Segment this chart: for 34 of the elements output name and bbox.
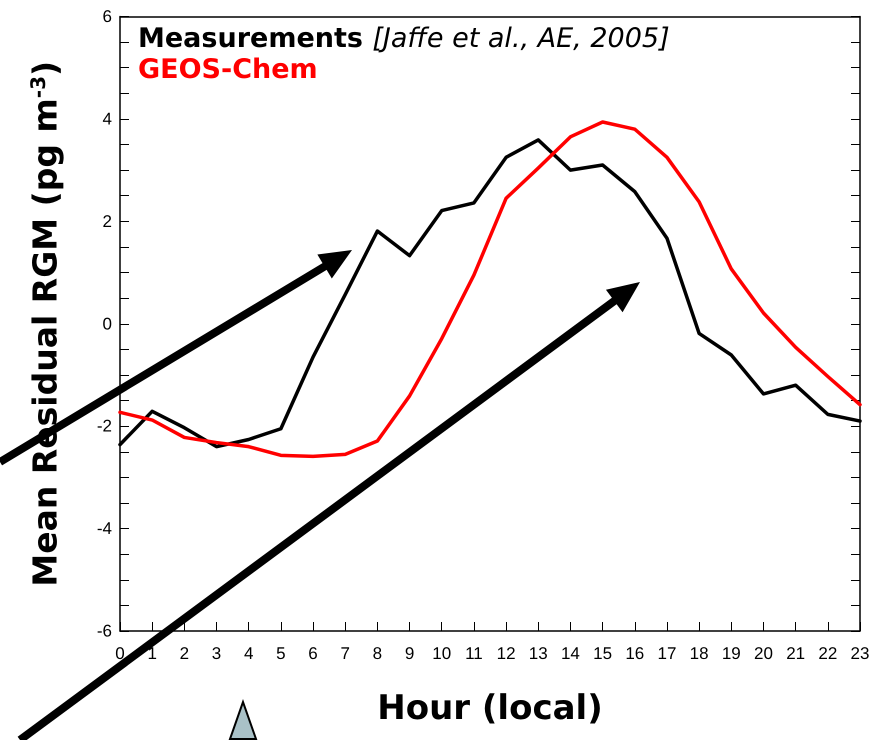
y-tick-label: 0: [102, 314, 112, 334]
x-tick-label: 3: [212, 644, 222, 663]
x-tick-label: 18: [690, 644, 709, 663]
x-tick-label: 23: [850, 644, 870, 663]
y-tick-label: -4: [96, 519, 112, 538]
x-tick-label: 21: [786, 644, 806, 663]
x-tick-label: 5: [276, 644, 286, 663]
x-tick-label: 1: [147, 644, 157, 663]
text: Measurements [Jaffe et al., AE, 2005]: [138, 23, 670, 54]
x-axis-title: Hour (local): [377, 688, 603, 728]
y-tick-label: 4: [102, 109, 112, 128]
x-tick-label: 9: [404, 644, 414, 663]
x-tick-label: 15: [593, 644, 612, 663]
y-tick-label: -6: [96, 622, 112, 640]
y-tick-label: 6: [102, 7, 112, 26]
text: GEOS-Chem: [138, 54, 318, 85]
x-tick-label: 8: [372, 644, 382, 663]
x-tick-label: 17: [657, 644, 676, 663]
x-tick-label: 14: [560, 644, 580, 663]
y-tick-label: -2: [96, 416, 112, 436]
x-tick-label: 6: [308, 644, 318, 663]
x-tick-label: 13: [528, 644, 548, 663]
x-tick-label: 12: [496, 644, 516, 663]
x-tick-label: 11: [465, 644, 483, 663]
x-tick-label: 10: [432, 644, 452, 663]
x-tick-label: 2: [180, 644, 190, 663]
x-tick-label: 16: [625, 644, 644, 663]
y-tick-label: 2: [102, 212, 112, 231]
x-tick-label: 20: [754, 644, 773, 663]
x-tick-label: 19: [722, 644, 741, 663]
x-tick-label: 22: [818, 644, 838, 663]
x-tick-label: 7: [340, 644, 350, 663]
x-tick-label: 0: [115, 644, 125, 663]
x-tick-label: 4: [244, 644, 254, 663]
